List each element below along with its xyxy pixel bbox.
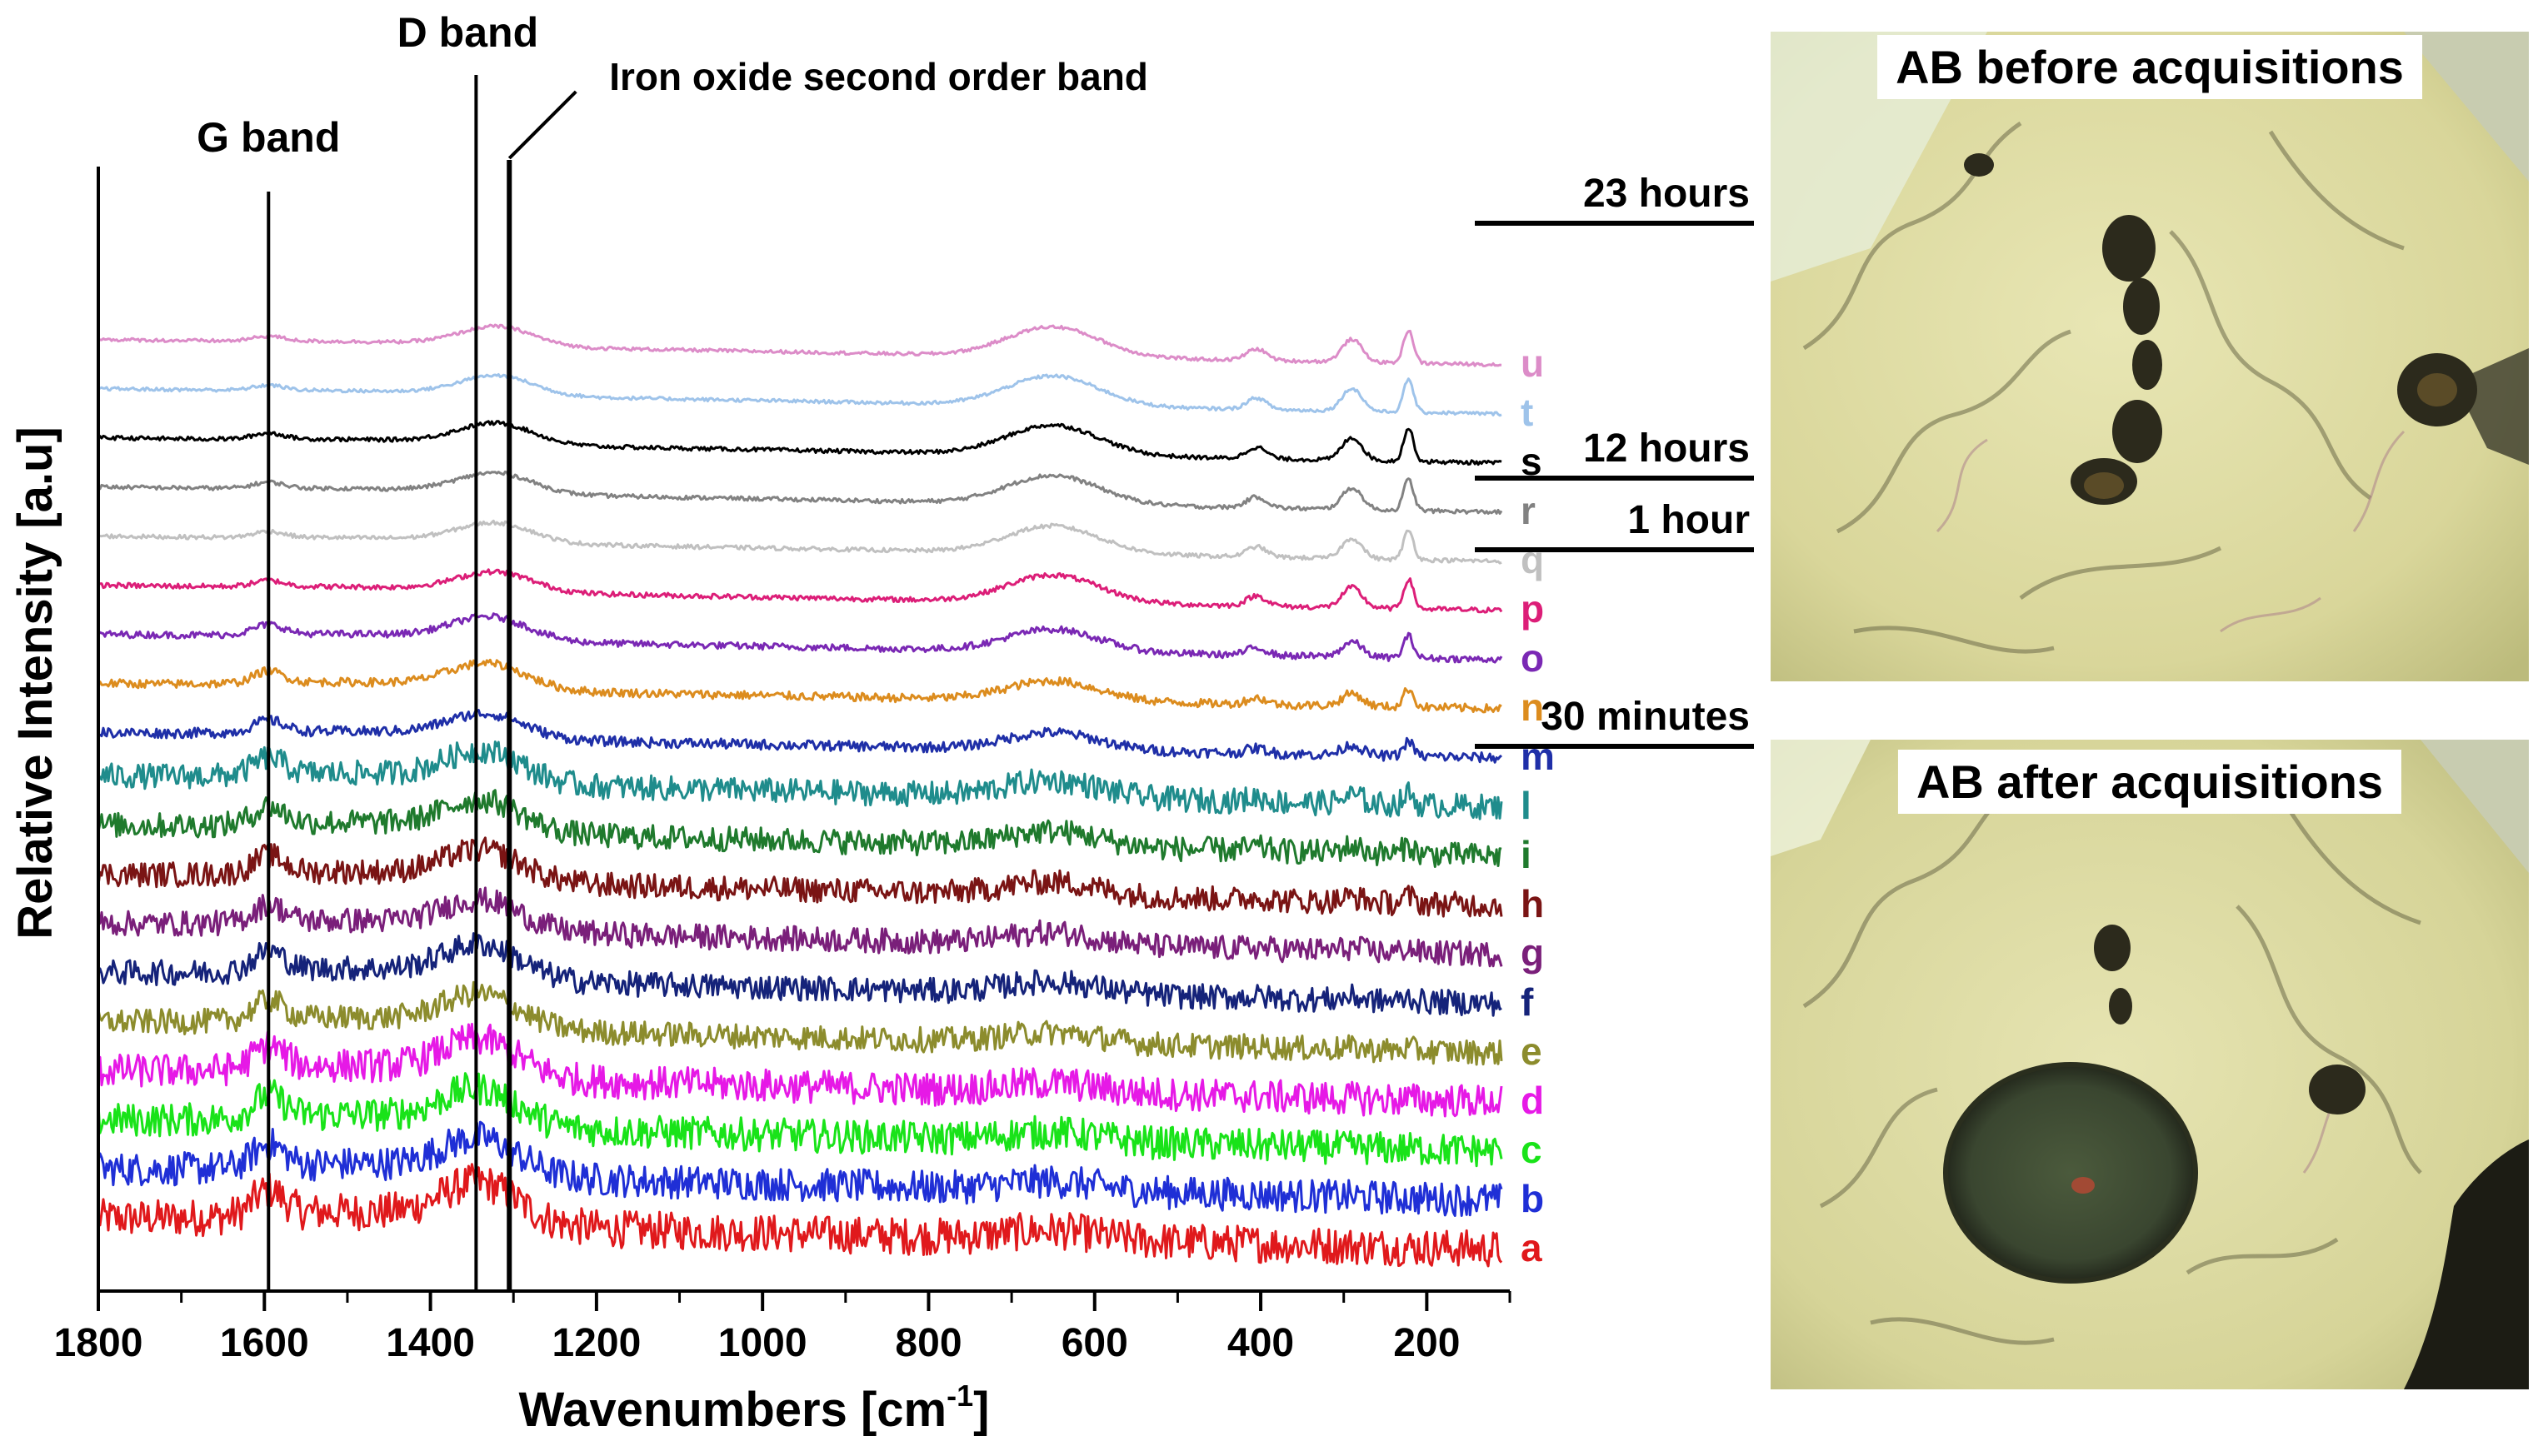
series-label-l: l <box>1521 784 1531 827</box>
x-tick-label-1800: 1800 <box>54 1321 143 1365</box>
x-axis: 1800 1600 1400 1200 1000 800 600 400 200 <box>54 1289 1511 1365</box>
x-tick-label-600: 600 <box>1062 1321 1128 1365</box>
x-tick-label-1600: 1600 <box>220 1321 309 1365</box>
x-tick-label-200: 200 <box>1393 1321 1460 1365</box>
annotation-iron-oxide-pointer <box>507 90 577 160</box>
photo-after-acquisitions: AB after acquisitions <box>1771 740 2529 1389</box>
series-line-r <box>97 470 1503 515</box>
series-label-t: t <box>1521 391 1533 434</box>
x-tick-label-800: 800 <box>895 1321 962 1365</box>
series-line-o <box>97 612 1503 664</box>
x-tick-label-1400: 1400 <box>386 1321 475 1365</box>
annotation-d-band: D band <box>397 9 538 56</box>
series-label-q: q <box>1521 538 1544 581</box>
series-label-f: f <box>1521 980 1534 1024</box>
series-line-a <box>97 1163 1503 1268</box>
time-markers: 23 hours 12 hours 1 hour 30 minutes <box>1475 172 1754 749</box>
series-line-s <box>97 420 1502 466</box>
series-line-l <box>97 740 1503 820</box>
series-label-o: o <box>1521 636 1544 680</box>
band-lines: G band D band Iron oxide second order band <box>97 9 1148 1291</box>
time-marker-label-3: 30 minutes <box>1541 695 1750 739</box>
series-label-i: i <box>1521 833 1531 876</box>
annotation-g-band: G band <box>197 114 340 161</box>
series-line-h <box>97 836 1503 918</box>
micrograph-after <box>1771 740 2529 1389</box>
series-label-r: r <box>1521 489 1536 532</box>
series-label-c: c <box>1521 1128 1542 1171</box>
series-label-p: p <box>1521 587 1544 631</box>
x-tick-label-400: 400 <box>1227 1321 1294 1365</box>
series-line-u <box>97 323 1502 367</box>
series-line-q <box>97 519 1502 565</box>
photo-before-acquisitions: AB before acquisitions <box>1771 32 2529 681</box>
time-marker-label-0: 23 hours <box>1583 172 1750 216</box>
series-label-a: a <box>1521 1226 1542 1269</box>
series-line-p <box>97 568 1503 614</box>
series-line-d <box>97 1022 1503 1118</box>
series-line-n <box>97 658 1502 714</box>
x-tick-label-1000: 1000 <box>718 1321 807 1365</box>
time-marker-label-2: 1 hour <box>1627 498 1750 542</box>
photo-after-label: AB after acquisitions <box>1897 750 2402 814</box>
series-label-d: d <box>1521 1079 1544 1122</box>
series-label-u: u <box>1521 342 1544 385</box>
series-line-i <box>97 789 1502 868</box>
series-label-m: m <box>1521 735 1555 778</box>
series-label-e: e <box>1521 1030 1542 1073</box>
annotation-iron-oxide: Iron oxide second order band <box>609 55 1148 98</box>
micrograph-before <box>1771 32 2529 681</box>
series-line-m <box>97 709 1502 764</box>
series-label-b: b <box>1521 1177 1544 1220</box>
photo-before-label: AB before acquisitions <box>1877 35 2422 99</box>
series-line-e <box>97 980 1503 1066</box>
series-line-g <box>97 886 1503 968</box>
series-label-n: n <box>1521 686 1544 729</box>
x-tick-label-1200: 1200 <box>552 1321 641 1365</box>
series-line-t <box>97 373 1502 417</box>
x-axis-label-close: ] <box>973 1383 989 1437</box>
x-axis-label: Wavenumbers [cm-1] <box>519 1379 990 1437</box>
time-marker-label-1: 12 hours <box>1583 426 1750 471</box>
x-axis-label-unit-exponent: -1 <box>947 1379 973 1413</box>
y-axis-label: Relative Intensity [a.u] <box>8 426 62 940</box>
series-label-g: g <box>1521 931 1544 975</box>
series-line-c <box>97 1072 1503 1168</box>
series-label-h: h <box>1521 882 1544 925</box>
series-line-b <box>97 1120 1503 1217</box>
series-line-f <box>97 932 1502 1017</box>
